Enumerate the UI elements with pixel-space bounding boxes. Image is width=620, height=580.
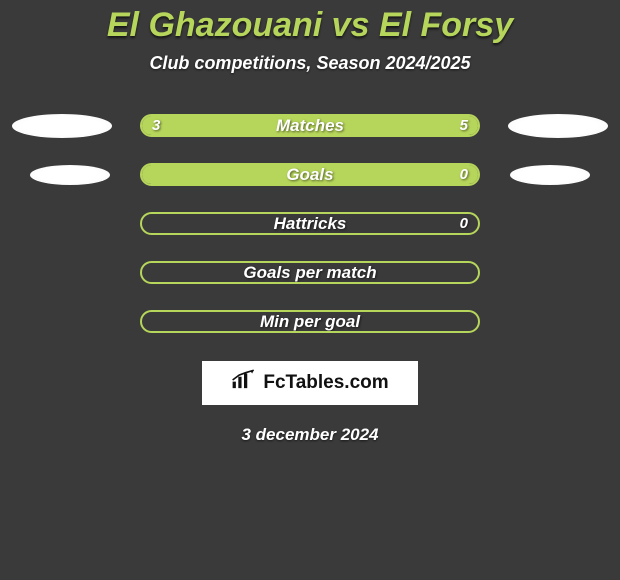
stat-row: 0Goals [0,163,620,186]
stat-value-left: 3 [142,116,170,135]
comparison-card: El Ghazouani vs El Forsy Club competitio… [0,0,620,580]
stat-row: Goals per match [0,261,620,284]
stat-value-right: 5 [450,116,478,135]
chart-icon [231,369,257,397]
stat-row: 35Matches [0,114,620,137]
stat-label: Min per goal [142,312,478,331]
stat-row: 0Hattricks [0,212,620,235]
stat-label: Goals per match [142,263,478,282]
stat-row: Min per goal [0,310,620,333]
stat-bar: Goals per match [140,261,480,284]
player-photo-left [12,114,112,138]
bar-fill-right [268,116,478,135]
date-text: 3 december 2024 [241,425,378,445]
page-subtitle: Club competitions, Season 2024/2025 [149,53,470,74]
stat-rows: 35Matches0Goals0HattricksGoals per match… [0,114,620,333]
stat-label: Hattricks [142,214,478,233]
brand-badge[interactable]: FcTables.com [202,361,418,405]
player-photo-left [30,165,110,185]
player-photo-right [510,165,590,185]
player-photo-right [508,114,608,138]
stat-bar: 35Matches [140,114,480,137]
stat-bar: 0Goals [140,163,480,186]
stat-bar: 0Hattricks [140,212,480,235]
stat-value-right: 0 [450,214,478,233]
stat-bar: Min per goal [140,310,480,333]
page-title: El Ghazouani vs El Forsy [107,6,513,45]
stat-value-right: 0 [450,165,478,184]
bar-fill-left [142,165,478,184]
brand-text: FcTables.com [263,372,388,394]
